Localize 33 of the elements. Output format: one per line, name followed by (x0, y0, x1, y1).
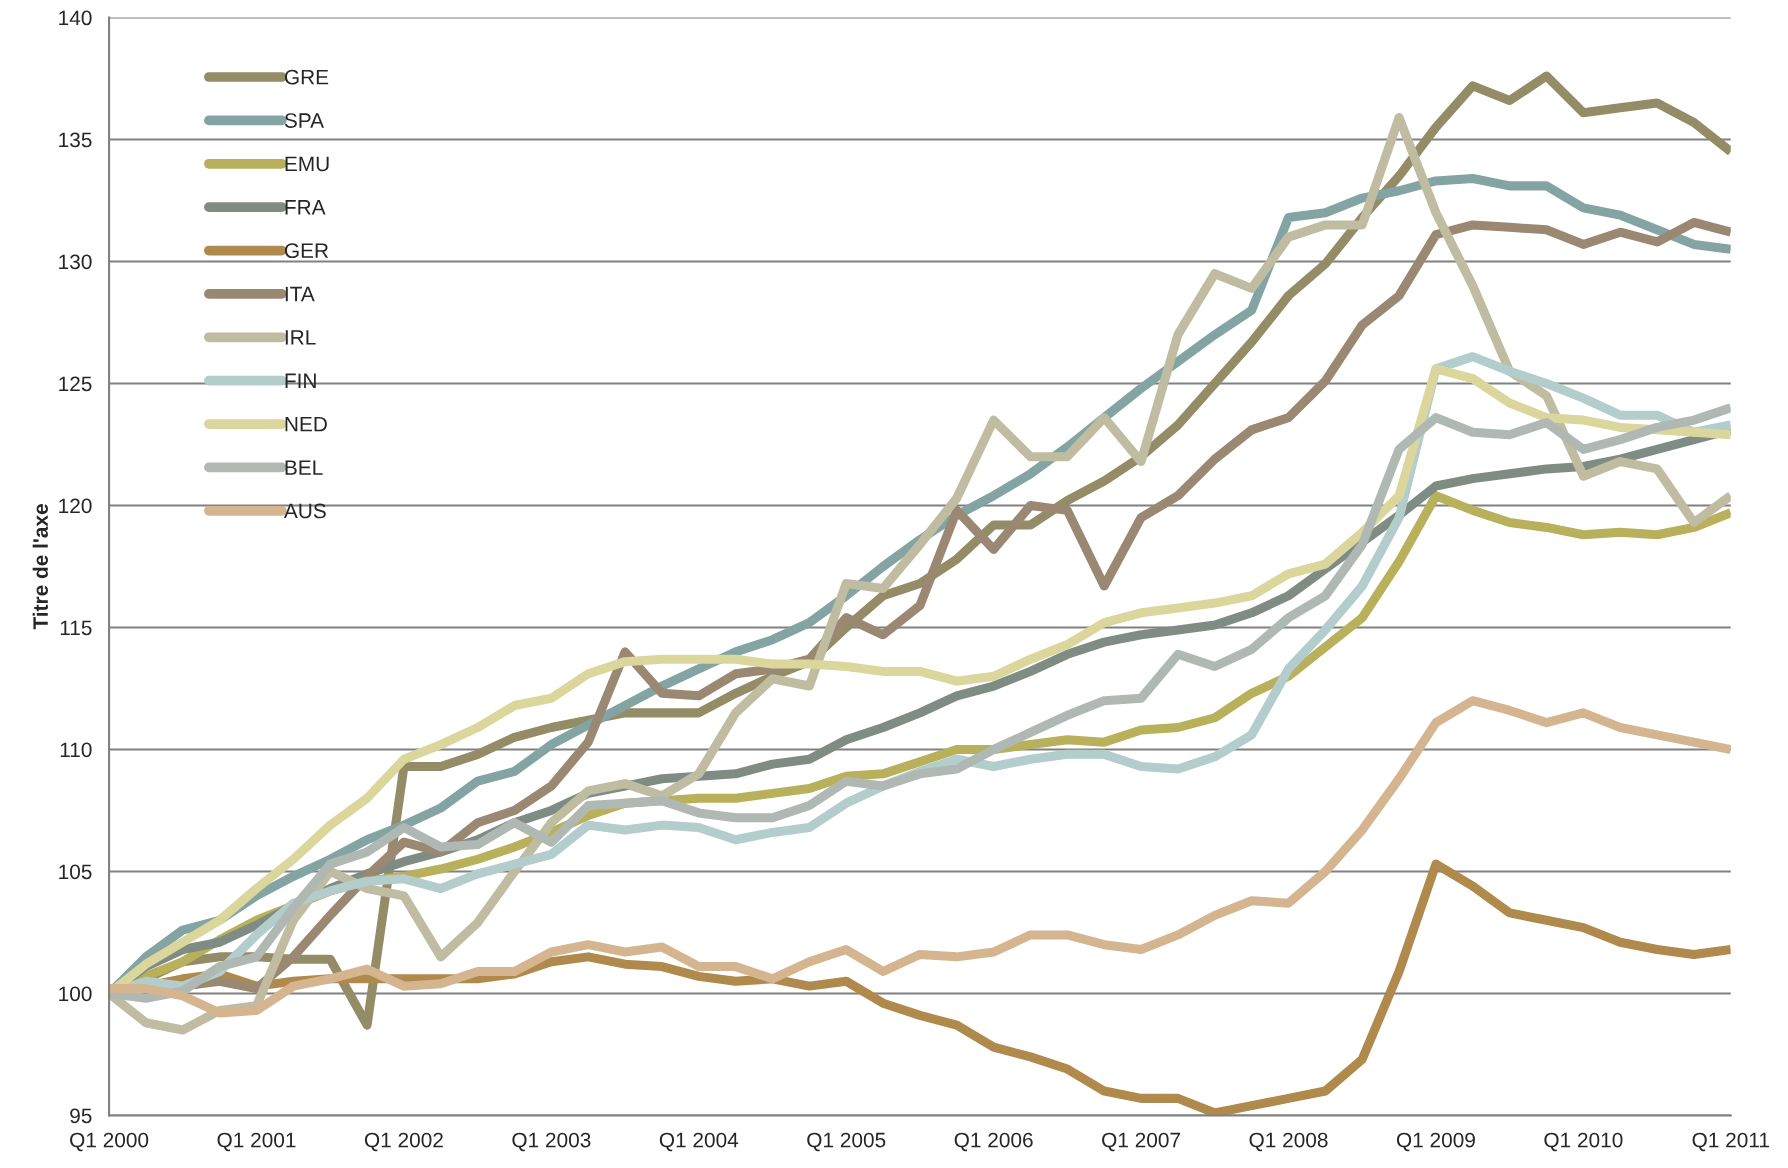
x-tick-label: Q1 2005 (807, 1132, 886, 1152)
y-tick-label: 135 (59, 132, 92, 148)
x-tick-label: Q1 2006 (954, 1132, 1033, 1152)
legend-label: FRA (285, 200, 326, 215)
legend-label: SPA (284, 113, 325, 128)
legend-label: GRE (284, 69, 329, 85)
x-tick-label: Q1 2008 (1249, 1132, 1328, 1152)
legend-label: AUS (283, 503, 326, 519)
x-tick-label: Q1 2001 (217, 1132, 296, 1152)
x-tick-label: Q1 2004 (659, 1132, 739, 1152)
legend-label: NED (285, 417, 327, 432)
legend-label: EMU (285, 156, 329, 172)
y-tick-label: 120 (59, 498, 92, 514)
y-tick-label: 140 (59, 10, 92, 26)
x-tick-label: Q1 2009 (1396, 1132, 1475, 1152)
x-tick-label: Q1 2010 (1544, 1132, 1623, 1152)
legend-label: IRL (285, 330, 316, 345)
y-tick-label: 130 (59, 254, 92, 270)
y-tick-label: 105 (59, 864, 92, 880)
y-axis-title: Titre de l'axe (32, 504, 48, 630)
legend-label: ITA (285, 286, 315, 302)
x-tick-label: Q1 2007 (1102, 1132, 1180, 1152)
x-tick-label: Q1 2002 (364, 1132, 443, 1152)
legend-label: BEL (285, 460, 323, 475)
y-tick-label: 95 (70, 1108, 92, 1124)
x-tick-label: Q1 2011 (1692, 1132, 1769, 1152)
x-tick-label: Q1 2000 (70, 1132, 149, 1152)
y-tick-label: 125 (59, 376, 92, 392)
y-tick-label: 110 (60, 742, 92, 758)
x-tick-label: Q1 2003 (512, 1132, 591, 1152)
legend-label: GER (284, 243, 329, 259)
y-tick-label: 100 (59, 986, 92, 1002)
y-tick-label: 115 (60, 620, 92, 636)
